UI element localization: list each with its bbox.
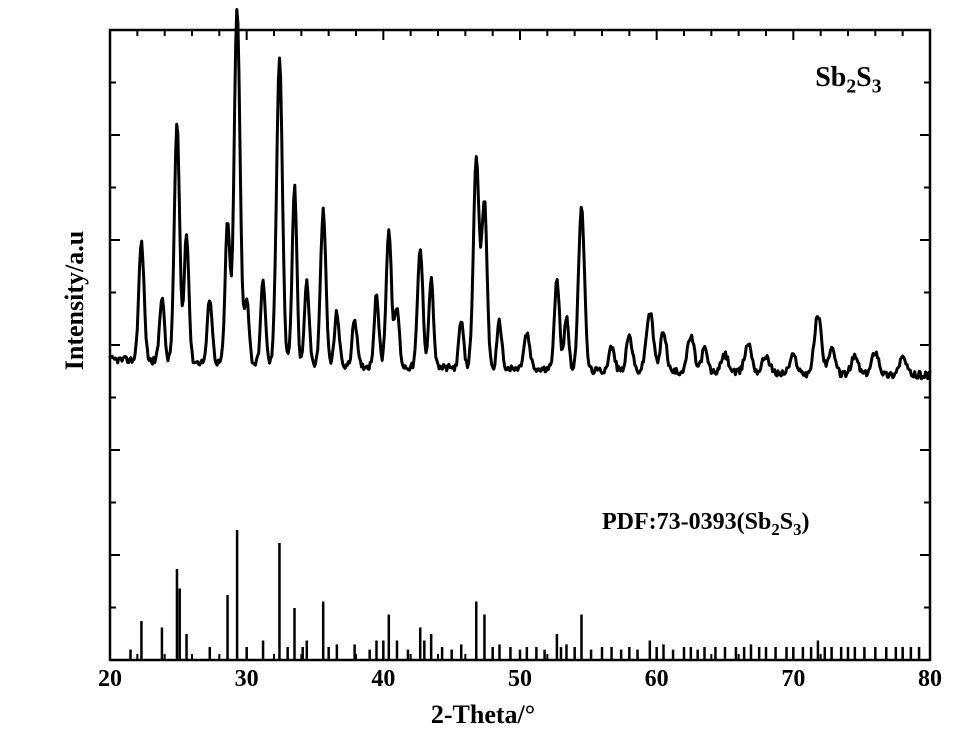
xrd-trace	[110, 10, 930, 379]
x-tick-label: 60	[645, 666, 669, 693]
chart-svg	[0, 0, 966, 743]
xrd-figure: Intensity/a.u 2-Theta/° 20 30 40 50 60 70 80 S…	[0, 0, 966, 743]
x-axis-label: 2-Theta/°	[0, 700, 966, 730]
x-tick-label: 20	[98, 666, 122, 693]
chart-annotation: PDF:73-0393(Sb2S3)	[602, 509, 809, 536]
x-tick-label: 30	[235, 666, 259, 693]
x-tick-label: 70	[781, 666, 805, 693]
x-tick-label: 50	[508, 666, 532, 693]
chart-annotation: Sb2S3	[815, 62, 881, 94]
y-axis-label: Intensity/a.u	[60, 143, 90, 458]
x-tick-label: 80	[918, 666, 942, 693]
x-tick-label: 40	[371, 666, 395, 693]
